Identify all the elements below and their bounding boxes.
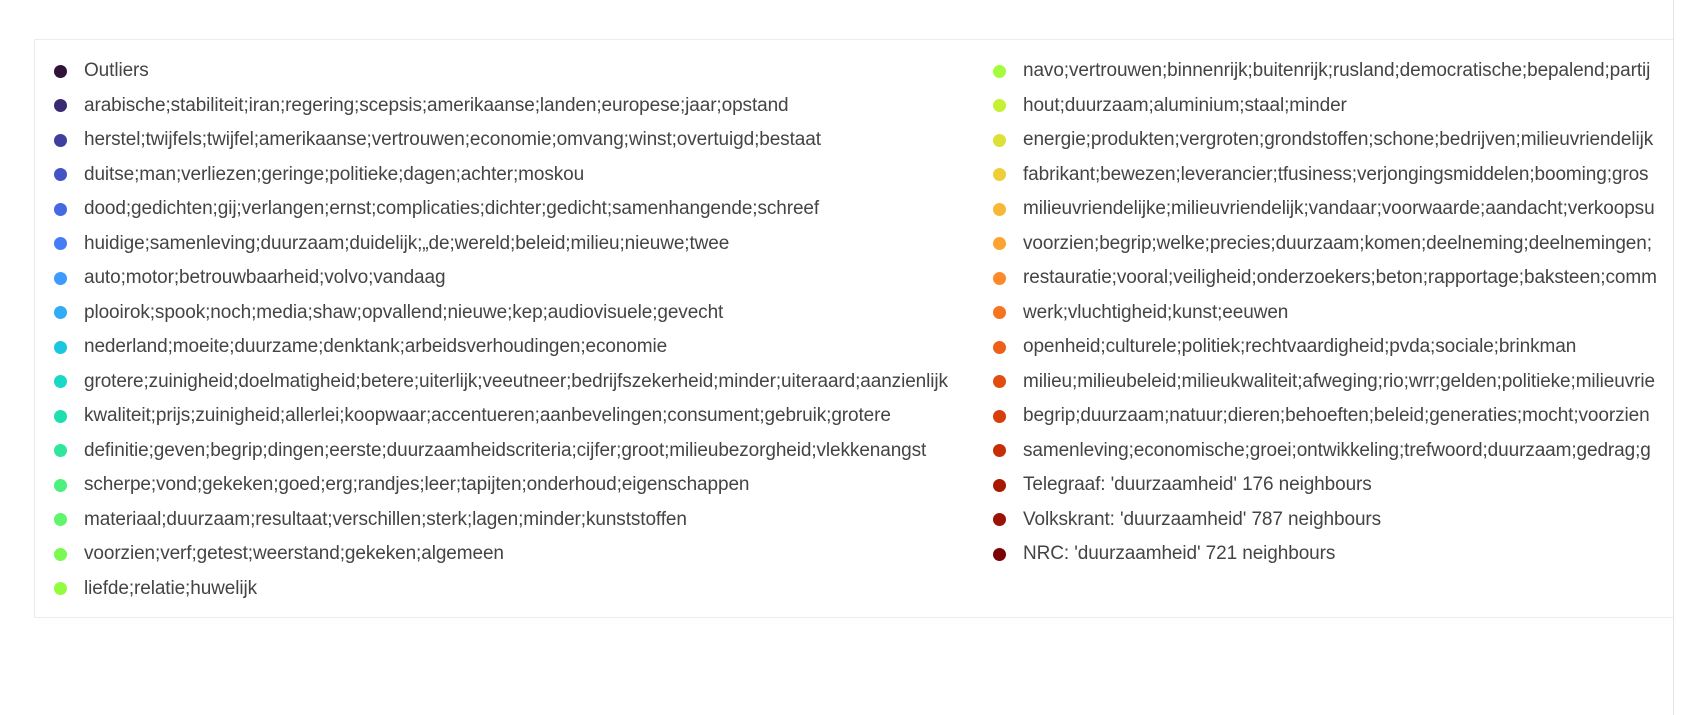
legend-color-marker — [993, 271, 1006, 285]
legend-color-marker — [54, 513, 67, 527]
legend-color-marker — [993, 375, 1006, 389]
legend-item[interactable]: kwaliteit;prijs;zuinigheid;allerlei;koop… — [54, 399, 948, 434]
legend-color-marker — [54, 202, 67, 216]
legend-color-marker — [54, 444, 67, 458]
legend-color-marker — [993, 444, 1006, 458]
legend-color-marker — [54, 64, 67, 78]
legend-item[interactable]: openheid;culturele;politiek;rechtvaardig… — [993, 330, 1657, 365]
legend-label: materiaal;duurzaam;resultaat;verschillen… — [84, 508, 687, 530]
legend-label: restauratie;vooral;veiligheid;onderzoeke… — [1023, 267, 1657, 289]
legend-label: grotere;zuinigheid;doelmatigheid;betere;… — [84, 370, 948, 392]
legend-label: duitse;man;verliezen;geringe;politieke;d… — [84, 163, 585, 185]
legend-item[interactable]: samenleving;economische;groei;ontwikkeli… — [993, 434, 1657, 469]
legend-label: herstel;twijfels;twijfel;amerikaanse;ver… — [84, 129, 821, 151]
legend-column-left: Outliers arabische;stabiliteit;iran;reger… — [54, 54, 948, 606]
legend-label: huidige;samenleving;duurzaam;duidelijk;„… — [84, 232, 730, 254]
legend-label: voorzien;begrip;welke;precies;duurzaam;k… — [1023, 232, 1652, 254]
legend-label: openheid;culturele;politiek;rechtvaardig… — [1023, 336, 1577, 358]
legend-item[interactable]: werk;vluchtigheid;kunst;eeuwen — [993, 296, 1657, 331]
legend-color-marker — [993, 237, 1006, 251]
legend-item[interactable]: auto;motor;betrouwbaarheid;volvo;vandaag — [54, 261, 948, 296]
legend-label: werk;vluchtigheid;kunst;eeuwen — [1023, 301, 1289, 323]
chart-legend: Outliers arabische;stabiliteit;iran;reger… — [34, 39, 1676, 618]
legend-color-marker — [54, 306, 67, 320]
legend-item[interactable]: dood;gedichten;gij;verlangen;ernst;compl… — [54, 192, 948, 227]
legend-color-marker — [993, 133, 1006, 147]
legend-color-marker — [993, 99, 1006, 113]
legend-item[interactable]: materiaal;duurzaam;resultaat;verschillen… — [54, 503, 948, 538]
legend-color-marker — [54, 133, 67, 147]
legend-label: navo;vertrouwen;binnenrijk;buitenrijk;ru… — [1023, 60, 1651, 82]
scrollbar[interactable] — [1673, 0, 1696, 715]
legend-color-marker — [54, 340, 67, 354]
legend-item[interactable]: grotere;zuinigheid;doelmatigheid;betere;… — [54, 365, 948, 400]
legend-label: voorzien;verf;getest;weerstand;gekeken;a… — [84, 543, 504, 565]
legend-label: kwaliteit;prijs;zuinigheid;allerlei;koop… — [84, 405, 891, 427]
legend-item[interactable]: scherpe;vond;gekeken;goed;erg;randjes;le… — [54, 468, 948, 503]
legend-label: fabrikant;bewezen;leverancier;tfusiness;… — [1023, 163, 1649, 185]
legend-label: Outliers — [84, 60, 149, 82]
legend-color-marker — [54, 582, 67, 596]
legend-label: dood;gedichten;gij;verlangen;ernst;compl… — [84, 198, 820, 220]
legend-item[interactable]: plooirok;spook;noch;media;shaw;opvallend… — [54, 296, 948, 331]
legend-label: samenleving;economische;groei;ontwikkeli… — [1023, 439, 1651, 461]
legend-label: plooirok;spook;noch;media;shaw;opvallend… — [84, 301, 724, 323]
legend-label: energie;produkten;vergroten;grondstoffen… — [1023, 129, 1654, 151]
legend-label: arabische;stabiliteit;iran;regering;scep… — [84, 94, 789, 116]
legend-item[interactable]: begrip;duurzaam;natuur;dieren;behoeften;… — [993, 399, 1657, 434]
legend-label: milieuvriendelijke;milieuvriendelijk;van… — [1023, 198, 1655, 220]
legend-label: Volkskrant: 'duurzaamheid' 787 neighbour… — [1023, 508, 1382, 530]
legend-label: definitie;geven;begrip;dingen;eerste;duu… — [84, 439, 927, 461]
legend-color-marker — [993, 202, 1006, 216]
legend-item[interactable]: nederland;moeite;duurzame;denktank;arbei… — [54, 330, 948, 365]
legend-color-marker — [54, 271, 67, 285]
legend-color-marker — [993, 64, 1006, 78]
legend-item[interactable]: milieu;milieubeleid;milieukwaliteit;afwe… — [993, 365, 1657, 400]
legend-item[interactable]: NRC: 'duurzaamheid' 721 neighbours — [993, 537, 1657, 572]
legend-item[interactable]: liefde;relatie;huwelijk — [54, 572, 948, 607]
legend-item[interactable]: fabrikant;bewezen;leverancier;tfusiness;… — [993, 158, 1657, 193]
legend-item[interactable]: Telegraaf: 'duurzaamheid' 176 neighbours — [993, 468, 1657, 503]
legend-color-marker — [993, 306, 1006, 320]
legend-item[interactable]: voorzien;begrip;welke;precies;duurzaam;k… — [993, 227, 1657, 262]
legend-item[interactable]: Outliers — [54, 54, 948, 89]
legend-color-marker — [54, 168, 67, 182]
legend-color-marker — [54, 375, 67, 389]
legend-item[interactable]: definitie;geven;begrip;dingen;eerste;duu… — [54, 434, 948, 469]
legend-column-right: navo;vertrouwen;binnenrijk;buitenrijk;ru… — [993, 54, 1657, 572]
legend-label: Telegraaf: 'duurzaamheid' 176 neighbours — [1023, 474, 1372, 496]
legend-color-marker — [993, 409, 1006, 423]
legend-color-marker — [54, 547, 67, 561]
legend-item[interactable]: navo;vertrouwen;binnenrijk;buitenrijk;ru… — [993, 54, 1657, 89]
legend-label: nederland;moeite;duurzame;denktank;arbei… — [84, 336, 668, 358]
legend-item[interactable]: herstel;twijfels;twijfel;amerikaanse;ver… — [54, 123, 948, 158]
legend-item[interactable]: hout;duurzaam;aluminium;staal;minder — [993, 89, 1657, 124]
legend-label: NRC: 'duurzaamheid' 721 neighbours — [1023, 543, 1336, 565]
legend-color-marker — [54, 237, 67, 251]
legend-item[interactable]: arabische;stabiliteit;iran;regering;scep… — [54, 89, 948, 124]
legend-color-marker — [54, 99, 67, 113]
legend-label: auto;motor;betrouwbaarheid;volvo;vandaag — [84, 267, 446, 289]
legend-item[interactable]: milieuvriendelijke;milieuvriendelijk;van… — [993, 192, 1657, 227]
legend-item[interactable]: restauratie;vooral;veiligheid;onderzoeke… — [993, 261, 1657, 296]
legend-label: begrip;duurzaam;natuur;dieren;behoeften;… — [1023, 405, 1650, 427]
legend-color-marker — [54, 478, 67, 492]
legend-color-marker — [993, 513, 1006, 527]
legend-item[interactable]: huidige;samenleving;duurzaam;duidelijk;„… — [54, 227, 948, 262]
legend-item[interactable]: energie;produkten;vergroten;grondstoffen… — [993, 123, 1657, 158]
legend-label: milieu;milieubeleid;milieukwaliteit;afwe… — [1023, 370, 1655, 392]
legend-color-marker — [993, 168, 1006, 182]
legend-item[interactable]: duitse;man;verliezen;geringe;politieke;d… — [54, 158, 948, 193]
legend-color-marker — [54, 409, 67, 423]
legend-label: hout;duurzaam;aluminium;staal;minder — [1023, 94, 1347, 116]
legend-item[interactable]: voorzien;verf;getest;weerstand;gekeken;a… — [54, 537, 948, 572]
legend-color-marker — [993, 340, 1006, 354]
legend-label: scherpe;vond;gekeken;goed;erg;randjes;le… — [84, 474, 750, 496]
legend-label: liefde;relatie;huwelijk — [84, 577, 258, 599]
legend-item[interactable]: Volkskrant: 'duurzaamheid' 787 neighbour… — [993, 503, 1657, 538]
legend-color-marker — [993, 478, 1006, 492]
legend-color-marker — [993, 547, 1006, 561]
